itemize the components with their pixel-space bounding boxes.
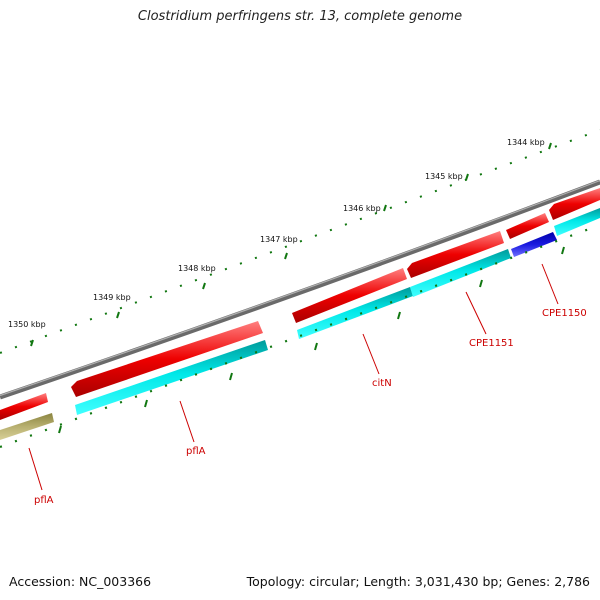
kbp-label: 1345 kbp — [425, 172, 463, 181]
gene-arrow — [0, 393, 48, 420]
backbone-highlight — [0, 179, 600, 397]
gene-arrow — [549, 188, 600, 220]
leader-line — [541, 263, 559, 305]
map-title: Clostridium perfringens str. 13, complet… — [137, 9, 463, 24]
kbp-label: 1350 kbp — [8, 320, 46, 329]
major-tick — [229, 372, 233, 381]
leader-line — [179, 400, 195, 443]
gene-arrow — [292, 268, 407, 323]
cds-feature — [297, 287, 413, 339]
cds-feature — [0, 413, 54, 440]
genome-backbone — [0, 179, 600, 400]
leader-line — [465, 291, 487, 335]
leader-line — [362, 333, 380, 375]
kbp-label: 1348 kbp — [178, 264, 216, 273]
outer-tick-track — [0, 129, 600, 354]
kbp-label: 1344 kbp — [507, 138, 545, 147]
major-tick — [58, 425, 62, 434]
major-ticks — [30, 142, 552, 347]
genome-summary-text: Topology: circular; Length: 3,031,430 bp… — [246, 574, 590, 589]
gene-label-cpe1151: CPE1151 — [469, 338, 514, 349]
major-tick — [397, 311, 401, 320]
major-tick — [284, 252, 288, 260]
gene-label-citN: citN — [372, 378, 392, 389]
major-tick — [548, 142, 552, 150]
kbp-label: 1349 kbp — [93, 293, 131, 302]
major-tick — [30, 339, 34, 347]
cds-feature — [554, 208, 600, 236]
kbp-label: 1346 kbp — [343, 204, 381, 213]
gene-arrow — [407, 231, 504, 278]
inner-major-ticks — [58, 246, 565, 434]
major-tick — [116, 311, 120, 319]
major-tick — [202, 282, 206, 290]
kbp-label: 1347 kbp — [260, 235, 298, 244]
minor-ticks — [0, 129, 600, 354]
leader-line — [28, 447, 43, 491]
gene-label-pflA-left: pflA — [34, 495, 54, 506]
cds-feature — [75, 340, 268, 415]
major-tick — [144, 399, 148, 408]
major-tick — [479, 279, 483, 288]
gene-arrow — [71, 321, 263, 397]
gene-label-pflA: pflA — [186, 446, 206, 457]
accession-text: Accession: NC_003366 — [9, 574, 152, 589]
gene-label-cpe1150: CPE1150 — [542, 308, 587, 319]
major-tick — [314, 342, 318, 351]
major-tick — [383, 204, 387, 212]
cds-feature — [511, 232, 557, 257]
major-tick — [561, 246, 565, 255]
gene-arrow — [506, 213, 549, 239]
major-tick — [465, 173, 469, 181]
